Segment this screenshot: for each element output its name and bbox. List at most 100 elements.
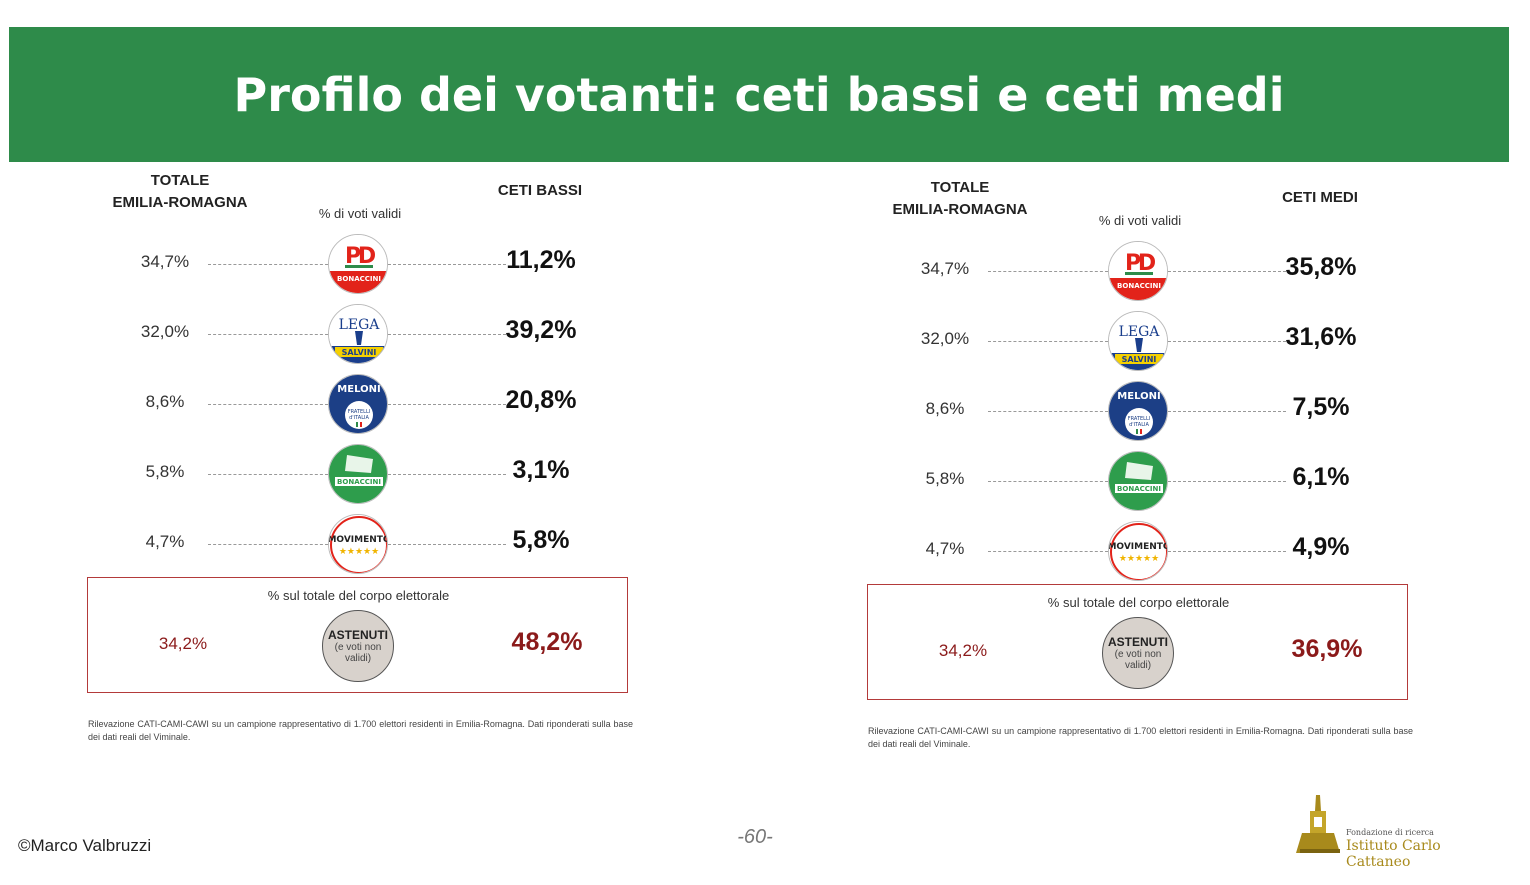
- leader-line-left: [988, 481, 1108, 482]
- abstention-caption: % sul totale del corpo elettorale: [267, 588, 450, 603]
- group-label: CETI BASSI: [497, 182, 583, 199]
- page-number: -60-: [737, 826, 773, 848]
- bonaccini-list-logo: BONACCINI: [328, 444, 388, 504]
- title-bar: Profilo dei votanti: ceti bassi e ceti m…: [9, 27, 1509, 162]
- table-row: 34,7% P D BONACCINI 11,2%: [80, 234, 640, 294]
- leader-line-right: [388, 544, 506, 545]
- m5s-logo: MOVIMENTO ★★★★★: [1108, 521, 1168, 581]
- abstention-value: 48,2%: [511, 628, 583, 656]
- abstention-value: 36,9%: [1291, 635, 1363, 663]
- leader-line-left: [988, 341, 1108, 342]
- leader-line-left: [208, 264, 328, 265]
- svg-text:D: D: [358, 244, 376, 269]
- leader-line-right: [388, 404, 506, 405]
- row-value: 7,5%: [1292, 393, 1350, 421]
- pd-logo: P D BONACCINI: [328, 234, 388, 294]
- m5s-logo: MOVIMENTO ★★★★★: [328, 514, 388, 574]
- author-credit: ©Marco Valbruzzi: [18, 836, 152, 855]
- row-total: 5,8%: [145, 462, 185, 481]
- row-value: 35,8%: [1285, 253, 1357, 281]
- row-total: 34,7%: [920, 259, 970, 278]
- leader-line-right: [388, 334, 506, 335]
- fdi-logo: MELONI FRATELLI d'ITALIA: [1108, 381, 1168, 441]
- svg-text:D: D: [1138, 251, 1156, 276]
- header-total-line2: EMILIA-ROMAGNA: [112, 194, 248, 211]
- svg-text:LEGA: LEGA: [1119, 324, 1161, 340]
- panel-ceti-medi: TOTALE EMILIA-ROMAGNA % di voti validi CETI…: [860, 169, 1420, 769]
- abstention-box: % sul totale del corpo elettorale 34,2% …: [867, 584, 1408, 700]
- abstention-total: 34,2%: [158, 634, 208, 653]
- table-row: 8,6% MELONI FRATELLI d'ITALIA 7,5%: [860, 381, 1420, 441]
- subheader-valid-votes: % di voti validi: [318, 206, 402, 221]
- leader-line-left: [208, 334, 328, 335]
- svg-text:★★★★★: ★★★★★: [1119, 554, 1159, 564]
- bonaccini-list-logo: BONACCINI: [1108, 451, 1168, 511]
- row-total: 8,6%: [925, 399, 965, 418]
- leader-line-right: [388, 474, 506, 475]
- row-total: 32,0%: [140, 322, 190, 341]
- panel-ceti-bassi: TOTALE EMILIA-ROMAGNA % di voti validi CETI…: [80, 162, 640, 762]
- row-value: 6,1%: [1292, 463, 1350, 491]
- row-value: 20,8%: [505, 386, 577, 414]
- leader-line-right: [1168, 341, 1286, 342]
- svg-text:MOVIMENTO: MOVIMENTO: [329, 535, 388, 545]
- leader-line-right: [1168, 551, 1286, 552]
- svg-text:P: P: [1125, 251, 1141, 276]
- row-value: 4,9%: [1292, 533, 1350, 561]
- table-row: 8,6% MELONI FRATELLI d'ITALIA 20,8%: [80, 374, 640, 434]
- methodology-note: Rilevazione CATI-CAMI-CAWI su un campion…: [868, 726, 1413, 749]
- svg-text:MELONI: MELONI: [1117, 391, 1160, 402]
- abstention-box: % sul totale del corpo elettorale 34,2% …: [87, 577, 628, 693]
- leader-line-left: [988, 411, 1108, 412]
- table-row: 5,8% BONACCINI 6,1%: [860, 451, 1420, 511]
- row-total: 8,6%: [145, 392, 185, 411]
- methodology-note: Rilevazione CATI-CAMI-CAWI su un campion…: [88, 719, 633, 742]
- table-row: 5,8% BONACCINI 3,1%: [80, 444, 640, 504]
- leader-line-right: [1168, 271, 1286, 272]
- svg-text:FRATELLI: FRATELLI: [348, 409, 370, 415]
- svg-text:★★★★★: ★★★★★: [339, 547, 379, 557]
- svg-text:d'ITALIA: d'ITALIA: [1129, 422, 1149, 428]
- row-value: 3,1%: [512, 456, 570, 484]
- abstention-label: ASTENUTI: [328, 628, 388, 642]
- svg-text:FRATELLI: FRATELLI: [1128, 416, 1150, 422]
- svg-text:d'ITALIA: d'ITALIA: [349, 415, 369, 421]
- abstention-logo: ASTENUTI (e voti non validi): [1102, 617, 1174, 689]
- subheader-valid-votes: % di voti validi: [1098, 213, 1182, 228]
- abstention-total: 34,2%: [938, 641, 988, 660]
- leader-line-right: [1168, 481, 1286, 482]
- header-total-line1: TOTALE: [930, 179, 990, 196]
- row-total: 32,0%: [920, 329, 970, 348]
- table-row: 4,7% MOVIMENTO ★★★★★ 5,8%: [80, 514, 640, 574]
- lega-logo: LEGA SALVINI: [328, 304, 388, 364]
- header-total-line1: TOTALE: [150, 172, 210, 189]
- row-value: 5,8%: [512, 526, 570, 554]
- abstention-logo: ASTENUTI (e voti non validi): [322, 610, 394, 682]
- svg-text:P: P: [345, 244, 361, 269]
- lega-logo: LEGA SALVINI: [1108, 311, 1168, 371]
- row-total: 4,7%: [925, 539, 965, 558]
- table-row: 4,7% MOVIMENTO ★★★★★ 4,9%: [860, 521, 1420, 581]
- header-total: TOTALE EMILIA-ROMAGNA: [860, 177, 1060, 221]
- leader-line-right: [388, 264, 506, 265]
- row-value: 11,2%: [506, 246, 576, 274]
- row-value: 39,2%: [505, 316, 577, 344]
- pd-logo: P D BONACCINI: [1108, 241, 1168, 301]
- leader-line-left: [988, 271, 1108, 272]
- abstention-caption: % sul totale del corpo elettorale: [1047, 595, 1230, 610]
- leader-line-right: [1168, 411, 1286, 412]
- leader-line-left: [208, 404, 328, 405]
- brand-logo: Fondazione di ricerca Istituto Carlo Cat…: [1296, 793, 1496, 870]
- row-total: 4,7%: [145, 532, 185, 551]
- fdi-logo: MELONI FRATELLI d'ITALIA: [328, 374, 388, 434]
- table-row: 34,7% P D BONACCINI 35,8%: [860, 241, 1420, 301]
- brand-small-text: Fondazione di ricerca: [1346, 828, 1434, 837]
- header-total: TOTALE EMILIA-ROMAGNA: [80, 170, 280, 214]
- svg-text:LEGA: LEGA: [339, 317, 381, 333]
- group-label: CETI MEDI: [1282, 189, 1358, 206]
- brand-name: Istituto Carlo Cattaneo: [1346, 838, 1441, 870]
- svg-text:BONACCINI: BONACCINI: [1117, 485, 1161, 493]
- page-title: Profilo dei votanti: ceti bassi e ceti m…: [233, 67, 1285, 122]
- row-total: 34,7%: [140, 252, 190, 271]
- leader-line-left: [208, 544, 328, 545]
